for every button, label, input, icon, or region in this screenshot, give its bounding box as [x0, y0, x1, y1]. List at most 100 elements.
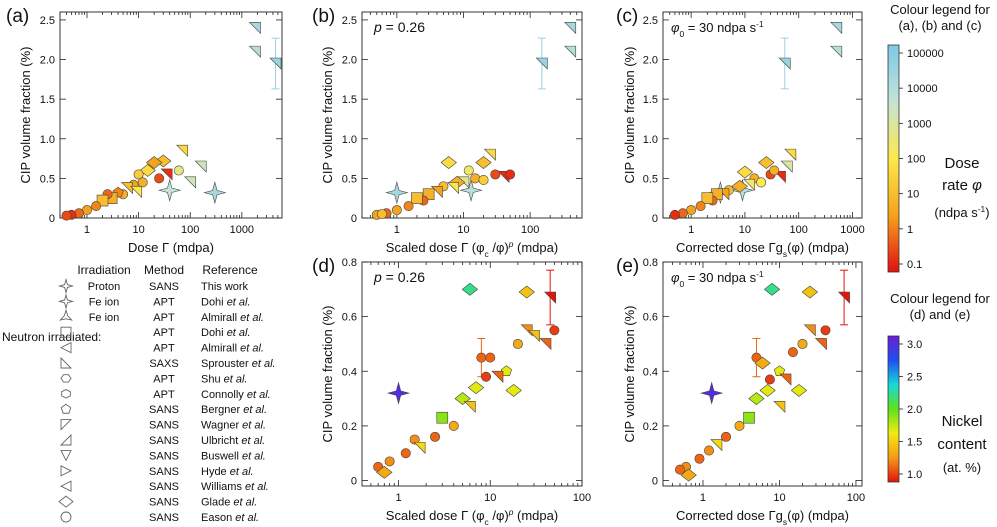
- y-tick-label: 2.0: [643, 55, 658, 67]
- data-point: [527, 329, 540, 342]
- panel-annotation: p = 0.26: [373, 19, 425, 35]
- data-point: [176, 144, 189, 157]
- x-axis-label: Scaled dose Γ (φc /φ)p (mdpa): [386, 507, 558, 527]
- legend-hexagon-marker: [60, 374, 72, 383]
- panel-annotation: p = 0.26: [373, 269, 425, 285]
- x-axis-label: Dose Γ (mdpa): [128, 240, 214, 255]
- data-point: [461, 282, 479, 296]
- data-point: [491, 370, 504, 383]
- legend-method: SAXS: [149, 358, 178, 370]
- y-axis-label: CIP volume fraction (%): [320, 46, 335, 183]
- y-tick-label: 0.8: [643, 257, 658, 269]
- data-point: [787, 347, 798, 358]
- legend-header: Method: [144, 263, 184, 277]
- legend-method: APT: [153, 343, 175, 355]
- chart-panel-a: (a) 1 10 100 1000 0 0.5 1.0 1.5 2.0 2.5 Dose Γ (mdp…: [6, 6, 283, 255]
- y-tick-label: 0.5: [40, 173, 55, 185]
- y-tick-label: 0.2: [342, 421, 357, 433]
- y-axis-label: CIP volume fraction (%): [622, 46, 637, 183]
- legend-reference: Bergner et al.: [201, 404, 267, 416]
- panel-label: (d): [312, 256, 335, 277]
- y-tick-label: 1.0: [40, 134, 55, 146]
- panel-annotation: φ0 = 30 ndpa s-1: [671, 19, 764, 39]
- data-point: [459, 178, 483, 202]
- data-point: [758, 156, 775, 169]
- y-tick-label: 0.6: [643, 312, 658, 324]
- data-point: [91, 201, 102, 212]
- data-point: [248, 22, 261, 35]
- legend-tri-ul-marker: [60, 419, 73, 431]
- y-tick-label: 2.5: [342, 15, 357, 27]
- data-point: [475, 156, 492, 169]
- y-axis-label: CIP volume fraction (%): [320, 305, 335, 442]
- x-tick-label: 10: [457, 224, 469, 236]
- data-point: [130, 186, 143, 199]
- data-point: [403, 201, 414, 212]
- legend-method: SANS: [149, 420, 179, 432]
- data-point: [145, 156, 163, 169]
- data-point: [721, 431, 731, 442]
- chart-panel-e: (e) φ0 = 30 ndpa s-1 1 10 100 0 0.2 0.4 0.6 0.8 Co…: [616, 256, 865, 527]
- colorbar-tick-label: 10000: [907, 83, 938, 95]
- legend-reference: This work: [201, 281, 249, 293]
- legend-method: SANS: [149, 404, 179, 416]
- colorbar-tick-label: 1.0: [907, 469, 922, 481]
- x-tick-label: 100: [790, 224, 808, 236]
- x-tick-label: 1: [84, 224, 90, 236]
- data-point: [549, 325, 560, 336]
- data-point: [669, 209, 680, 220]
- x-tick-label: 1: [688, 224, 694, 236]
- data-point: [139, 164, 156, 177]
- colorbar-label: (ndpa s-1): [934, 204, 989, 220]
- legend-method: SANS: [149, 512, 179, 524]
- data-point: [422, 188, 435, 201]
- x-tick-label: 1: [700, 492, 706, 504]
- y-tick-label: 0.4: [643, 366, 658, 378]
- legend-reference: Williams et al.: [201, 481, 269, 493]
- data-point: [391, 205, 402, 216]
- data-point: [478, 174, 489, 185]
- data-point: [512, 338, 523, 349]
- data-point: [490, 169, 501, 180]
- y-tick-label: 0: [49, 213, 55, 225]
- legend-tri-d-marker: [60, 356, 73, 369]
- data-point: [384, 456, 395, 467]
- data-point: [481, 371, 492, 382]
- data-point: [797, 338, 808, 349]
- plot-frame: [662, 11, 863, 219]
- panel-label: (a): [6, 6, 29, 27]
- panel-label: (b): [312, 6, 335, 27]
- legend-reference: Connolly et al.: [201, 389, 271, 401]
- data-point: [736, 165, 754, 179]
- legend-star4-marker: [57, 293, 75, 310]
- colorbar-title: (d) and (e): [910, 307, 971, 322]
- x-tick-label: 1: [395, 492, 401, 504]
- data-point: [748, 392, 765, 406]
- legend-star4-marker: [57, 277, 75, 295]
- dose-rate-colorbar: 100000 10000 1000 100 10 1 0.1 Colour legend fo…: [887, 2, 991, 273]
- y-tick-label: 2.5: [40, 15, 55, 27]
- data-point: [704, 445, 715, 456]
- data-point: [784, 148, 797, 161]
- data-point: [756, 177, 767, 188]
- legend-method: SANS: [149, 450, 179, 462]
- legend-tri-down-marker: [60, 449, 72, 462]
- data-point: [137, 177, 148, 188]
- colorbar-tick-label: 2.5: [907, 372, 922, 384]
- data-point: [764, 374, 775, 385]
- data-point: [694, 453, 705, 464]
- data-point: [779, 373, 792, 386]
- chart-panel-b: (b) p = 0.26 1 10 100 0 0.5 1.0 1.5 2.0 2.5 Scaled …: [312, 6, 583, 259]
- legend-irradiation: Fe ion: [89, 312, 120, 324]
- data-point: [742, 178, 755, 191]
- legend-reference: Wagner et al.: [201, 420, 266, 432]
- x-tick-label: 100: [181, 224, 199, 236]
- plot-frame: [361, 11, 583, 219]
- data-point: [773, 400, 786, 414]
- legend-neutron-label: Neutron irradiated:: [2, 330, 101, 344]
- data-point: [543, 291, 556, 304]
- legend-irradiation: Proton: [88, 281, 120, 293]
- chart-panel-c: (c) φ0 = 30 ndpa s-1 1 10 100 1000 0 0.5 1.0 1.5 2…: [616, 6, 865, 259]
- data-point: [801, 285, 819, 299]
